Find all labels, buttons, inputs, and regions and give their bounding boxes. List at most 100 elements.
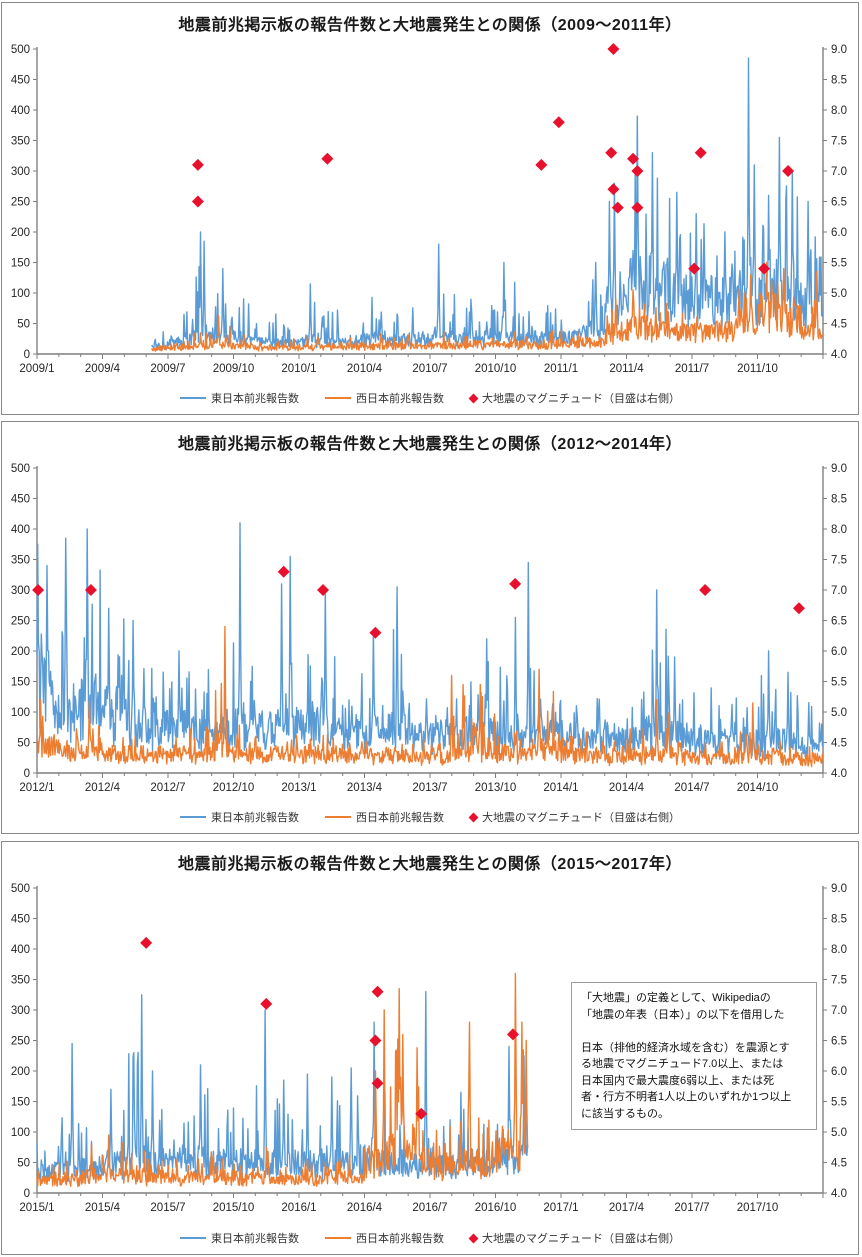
legend-item-label: 大地震のマグニチュード（目盛は右側） — [482, 812, 680, 824]
x-tick-label: 2015/7 — [150, 1202, 185, 1214]
x-tick-label: 2016/4 — [347, 1202, 383, 1214]
y-left-tick-label: 150 — [11, 1097, 30, 1109]
y-left-tick-label: 150 — [11, 677, 30, 689]
y-right-tick-label: 5.5 — [831, 258, 847, 270]
y-left-tick-label: 200 — [11, 646, 30, 658]
x-tick-label: 2017/7 — [674, 1202, 709, 1214]
chart-legend: 東日本前兆報告数 西日本前兆報告数 大地震のマグニチュード（目盛は右側） — [2, 1230, 858, 1246]
magnitude-diamond — [84, 584, 97, 596]
legend-item-label: 東日本前兆報告数 — [211, 393, 299, 405]
legend-item-label: 西日本前兆報告数 — [356, 812, 444, 824]
legend-item: 大地震のマグニチュード（目盛は右側） — [468, 1230, 680, 1246]
y-right-tick-label: 5.0 — [831, 707, 847, 719]
y-right-tick-label: 6.5 — [831, 197, 847, 209]
y-left-tick-label: 0 — [24, 1188, 30, 1200]
y-right-tick-label: 8.0 — [831, 524, 847, 536]
magnitude-diamond — [317, 584, 330, 596]
magnitude-diamond — [277, 565, 290, 578]
y-right-tick-label: 6.5 — [831, 616, 847, 628]
legend-diamond-icon — [468, 1233, 479, 1243]
y-right-tick-label: 7.0 — [831, 585, 847, 597]
x-tick-label: 2012/10 — [213, 782, 255, 794]
y-right-tick-label: 5.0 — [831, 288, 847, 300]
chart-panel-2015-2017: 0 50 100 150 200 250 300 350 400 450 500 4.0 4.5 5.0 5… — [1, 841, 859, 1255]
legend-line-swatch-icon — [325, 1237, 351, 1239]
magnitude-diamond — [552, 116, 565, 129]
magnitude-diamond — [369, 1034, 382, 1047]
y-right-tick-label: 6.0 — [831, 1066, 847, 1078]
magnitude-diamond — [611, 201, 624, 214]
x-tick-label: 2011/4 — [609, 363, 644, 375]
east-japan-series-line — [36, 522, 824, 760]
east-japan-series-line — [36, 991, 529, 1183]
chart-legend: 東日本前兆報告数 西日本前兆報告数 大地震のマグニチュード（目盛は右側） — [2, 390, 858, 406]
magnitude-diamond — [140, 936, 153, 949]
x-tick-label: 2015/10 — [213, 1202, 255, 1214]
magnitude-diamond — [627, 152, 640, 165]
legend-line-swatch-icon — [325, 397, 351, 399]
y-right-tick-label: 6.0 — [831, 646, 847, 658]
chart-title: 地震前兆掲示板の報告件数と大地震発生との関係（2015〜2017年） — [177, 856, 683, 873]
y-right-tick-label: 5.5 — [831, 1097, 847, 1109]
y-right-tick-label: 9.0 — [831, 883, 847, 895]
magnitude-diamond — [605, 146, 618, 159]
legend-item-label: 大地震のマグニチュード（目盛は右側） — [482, 393, 680, 405]
legend-line-swatch-icon — [180, 816, 206, 818]
east-japan-series-line — [151, 57, 824, 351]
legend-item: 西日本前兆報告数 — [325, 1230, 444, 1246]
chart-title: 地震前兆掲示板の報告件数と大地震発生との関係（2012〜2014年） — [177, 436, 683, 453]
y-left-tick-label: 150 — [11, 258, 30, 270]
magnitude-diamond — [506, 1028, 519, 1041]
y-left-tick-label: 450 — [11, 914, 30, 926]
y-right-tick-label: 6.5 — [831, 1036, 847, 1048]
y-left-tick-label: 100 — [11, 288, 30, 300]
y-left-tick-label: 450 — [11, 75, 30, 87]
magnitude-diamond — [415, 1107, 428, 1120]
chart-title: 地震前兆掲示板の報告件数と大地震発生との関係（2009〜2011年） — [178, 17, 682, 34]
legend-item: 西日本前兆報告数 — [325, 809, 444, 825]
chart-plot-area: 0 50 100 150 200 250 300 350 400 450 500 4.0 4.5 5.0 5… — [11, 43, 847, 375]
magnitude-diamond — [260, 997, 273, 1010]
west-japan-series-line — [151, 261, 824, 352]
y-left-tick-label: 300 — [11, 166, 30, 178]
legend-item-label: 大地震のマグニチュード（目盛は右側） — [482, 1233, 680, 1245]
magnitude-diamond — [607, 43, 620, 55]
y-right-tick-label: 7.5 — [831, 975, 847, 987]
x-tick-label: 2016/7 — [412, 1202, 447, 1214]
legend-item: 西日本前兆報告数 — [325, 390, 444, 406]
legend-line-swatch-icon — [180, 1237, 206, 1239]
y-left-tick-label: 200 — [11, 1066, 30, 1078]
x-tick-label: 2010/7 — [412, 363, 447, 375]
y-left-tick-label: 350 — [11, 136, 30, 148]
x-tick-label: 2016/1 — [281, 1202, 316, 1214]
x-tick-label: 2010/10 — [475, 363, 517, 375]
chart-plot-area: 0 50 100 150 200 250 300 350 400 450 500 4.0 4.5 5.0 5… — [11, 463, 847, 794]
magnitude-diamond — [371, 985, 384, 998]
x-tick-label: 2009/4 — [85, 363, 121, 375]
x-tick-label: 2011/1 — [544, 363, 578, 375]
magnitude-diamond — [631, 201, 644, 214]
x-tick-label: 2016/10 — [475, 1202, 517, 1214]
magnitude-diamond — [607, 183, 620, 196]
x-tick-label: 2009/10 — [213, 363, 255, 375]
y-right-tick-label: 7.0 — [831, 166, 847, 178]
x-tick-label: 2012/7 — [150, 782, 185, 794]
legend-item: 東日本前兆報告数 — [180, 809, 299, 825]
magnitude-diamond — [694, 146, 707, 159]
legend-item: 東日本前兆報告数 — [180, 1230, 299, 1246]
y-right-tick-label: 5.0 — [831, 1127, 847, 1139]
magnitude-diamond — [371, 1077, 384, 1090]
y-left-tick-label: 50 — [17, 738, 30, 750]
y-right-tick-label: 4.5 — [831, 738, 847, 750]
x-tick-label: 2014/1 — [543, 782, 578, 794]
x-tick-label: 2017/1 — [543, 1202, 578, 1214]
legend-item-label: 東日本前兆報告数 — [211, 1233, 299, 1245]
magnitude-diamond — [191, 158, 204, 171]
legend-diamond-icon — [468, 393, 479, 403]
y-right-tick-label: 8.0 — [831, 105, 847, 117]
y-left-tick-label: 50 — [17, 319, 30, 331]
y-left-tick-label: 0 — [24, 768, 30, 780]
x-tick-label: 2014/4 — [609, 782, 645, 794]
y-right-tick-label: 9.0 — [831, 44, 847, 56]
y-right-tick-label: 8.5 — [831, 494, 847, 506]
